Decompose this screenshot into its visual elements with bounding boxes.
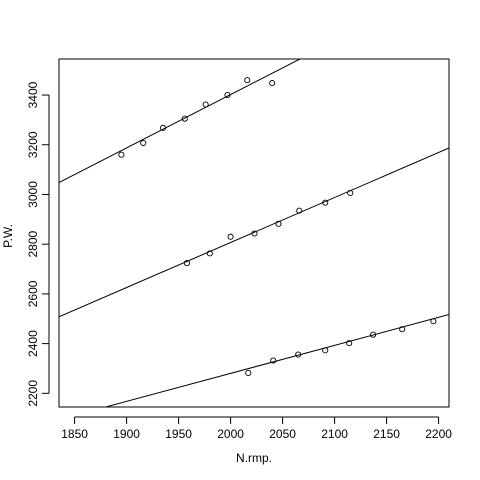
data-point — [140, 139, 147, 147]
y-tick-label: 2800 — [26, 231, 40, 258]
data-point — [295, 351, 302, 358]
series-2-points — [183, 189, 354, 267]
fit-line-2 — [59, 147, 449, 318]
y-axis-label: P.W. — [1, 224, 15, 248]
data-point — [224, 91, 231, 99]
data-point — [322, 199, 329, 206]
data-point — [244, 77, 251, 84]
fit-line-3 — [105, 314, 449, 407]
y-tick-label: 3400 — [26, 81, 40, 108]
plot-frame — [58, 58, 450, 408]
plot-area — [59, 59, 449, 407]
data-point — [245, 369, 252, 376]
data-point — [202, 101, 209, 108]
data-point — [296, 207, 303, 214]
x-tick-label: 2100 — [321, 427, 348, 441]
data-point — [206, 250, 213, 257]
data-point — [370, 331, 377, 338]
y-tick-label: 2200 — [26, 380, 40, 407]
data-point — [399, 326, 406, 333]
data-point — [347, 189, 354, 197]
data-point — [430, 318, 437, 325]
data-point — [269, 80, 276, 87]
x-tick-label: 1950 — [165, 427, 192, 441]
y-axis: 2200 2400 2600 2800 3000 3200 3400 — [26, 81, 50, 407]
series-1-points — [118, 77, 276, 158]
data-point — [183, 260, 190, 267]
data-point — [181, 115, 188, 122]
data-point — [270, 357, 277, 364]
x-tick-label: 2150 — [373, 427, 400, 441]
y-tick-label: 2400 — [26, 330, 40, 357]
x-axis-label: N.rmp. — [236, 451, 272, 465]
fit-line-1 — [59, 59, 302, 183]
data-point — [118, 151, 125, 158]
x-tick-label: 2050 — [269, 427, 296, 441]
data-point — [322, 347, 329, 354]
x-tick-label: 1900 — [113, 427, 140, 441]
fit-lines — [59, 59, 449, 407]
x-tick-label: 2000 — [217, 427, 244, 441]
data-point — [275, 220, 282, 227]
y-tick-label: 3000 — [26, 181, 40, 208]
data-point — [227, 233, 234, 240]
data-point — [346, 340, 353, 347]
x-tick-label: 1850 — [61, 427, 88, 441]
y-tick-label: 3200 — [26, 131, 40, 158]
data-point — [159, 124, 167, 131]
x-tick-label: 2200 — [425, 427, 452, 441]
series-3-points — [245, 318, 437, 376]
y-tick-label: 2600 — [26, 280, 40, 307]
data-point — [251, 230, 258, 237]
x-axis: 1850 1900 1950 2000 2050 2100 2150 2200 — [61, 416, 452, 441]
